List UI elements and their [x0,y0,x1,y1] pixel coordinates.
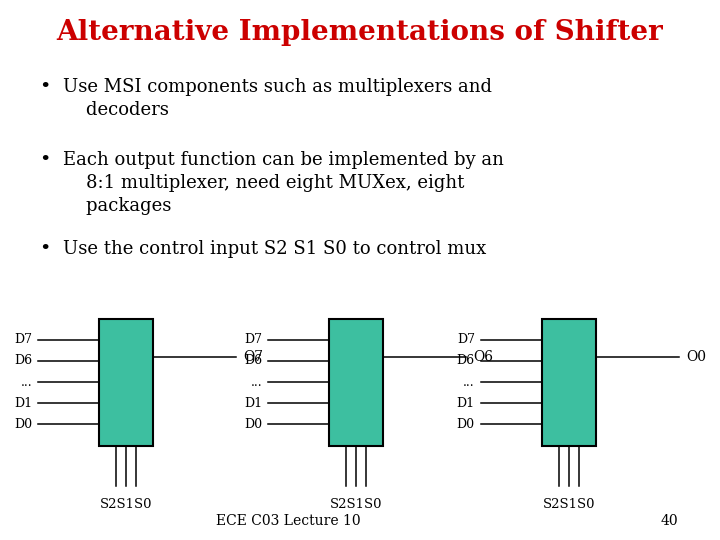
Text: O0: O0 [685,350,706,363]
Text: D1: D1 [14,397,32,410]
Text: O7: O7 [243,350,263,363]
Text: D7: D7 [14,333,32,346]
Text: D6: D6 [456,354,475,367]
Text: D1: D1 [456,397,475,410]
Bar [330,319,383,445]
Text: ...: ... [251,375,262,389]
Text: Alternative Implementations of Shifter: Alternative Implementations of Shifter [57,19,663,46]
Text: D6: D6 [14,354,32,367]
Text: S2S1S0: S2S1S0 [100,498,152,511]
Text: ECE C03 Lecture 10: ECE C03 Lecture 10 [216,514,360,528]
Text: D0: D0 [456,418,475,431]
Text: ...: ... [463,375,475,389]
Text: ...: ... [20,375,32,389]
Bar [99,319,153,445]
Text: S2S1S0: S2S1S0 [543,498,595,511]
Text: •: • [40,151,51,169]
Text: •: • [40,240,51,258]
Text: D1: D1 [244,397,262,410]
Text: S2S1S0: S2S1S0 [330,498,382,511]
Text: D6: D6 [244,354,262,367]
Text: Use the control input S2 S1 S0 to control mux: Use the control input S2 S1 S0 to contro… [63,240,486,258]
Text: Use MSI components such as multiplexers and
    decoders: Use MSI components such as multiplexers … [63,78,492,119]
Bar [542,319,596,445]
Text: D7: D7 [245,333,262,346]
Text: •: • [40,78,51,96]
Text: D0: D0 [244,418,262,431]
Text: Each output function can be implemented by an
    8:1 multiplexer, need eight MU: Each output function can be implemented … [63,151,503,215]
Text: 40: 40 [661,514,678,528]
Text: O6: O6 [474,350,493,363]
Text: D0: D0 [14,418,32,431]
Text: D7: D7 [457,333,475,346]
